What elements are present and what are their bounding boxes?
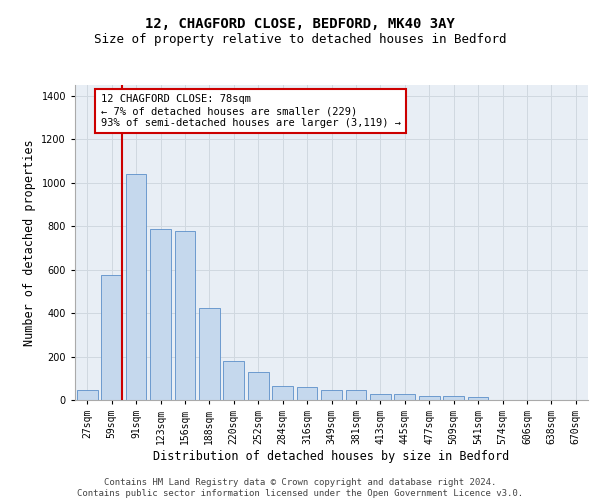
Bar [199,308,220,400]
Bar [346,390,367,400]
Bar [321,390,342,400]
Bar [467,398,488,400]
Text: 12 CHAGFORD CLOSE: 78sqm
← 7% of detached houses are smaller (229)
93% of semi-d: 12 CHAGFORD CLOSE: 78sqm ← 7% of detache… [101,94,401,128]
Text: 12, CHAGFORD CLOSE, BEDFORD, MK40 3AY: 12, CHAGFORD CLOSE, BEDFORD, MK40 3AY [145,18,455,32]
Bar [175,230,196,400]
Y-axis label: Number of detached properties: Number of detached properties [23,139,36,346]
X-axis label: Distribution of detached houses by size in Bedford: Distribution of detached houses by size … [154,450,509,463]
Bar [248,372,269,400]
Text: Contains HM Land Registry data © Crown copyright and database right 2024.
Contai: Contains HM Land Registry data © Crown c… [77,478,523,498]
Bar [223,361,244,400]
Bar [150,230,171,400]
Bar [296,387,317,400]
Bar [101,275,122,400]
Bar [125,174,146,400]
Bar [272,386,293,400]
Bar [443,396,464,400]
Bar [419,396,440,400]
Bar [77,390,98,400]
Bar [370,394,391,400]
Text: Size of property relative to detached houses in Bedford: Size of property relative to detached ho… [94,32,506,46]
Bar [394,394,415,400]
